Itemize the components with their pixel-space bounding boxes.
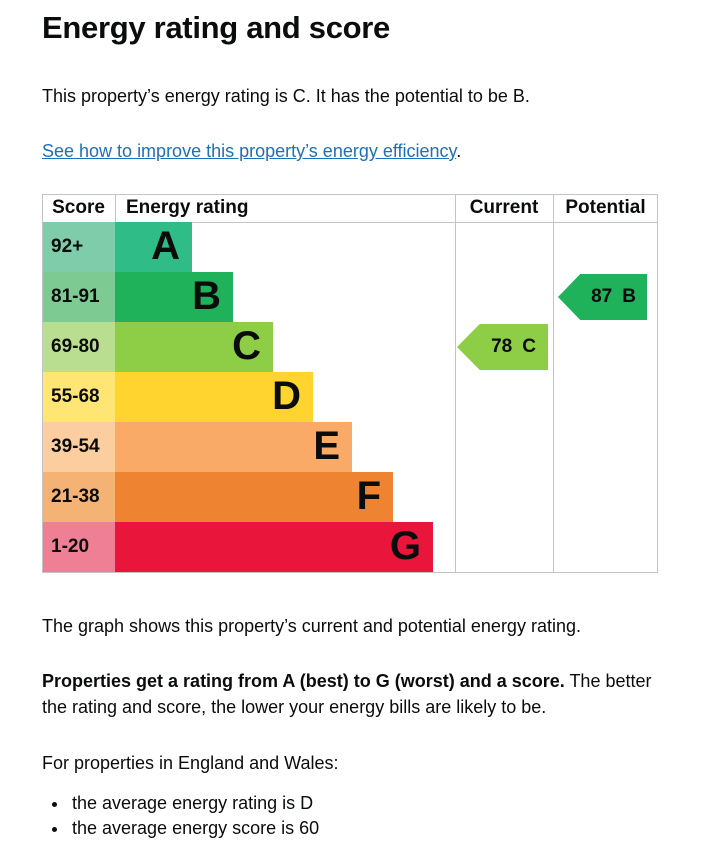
potential-rating-arrow: 87 B [558,274,647,320]
rating-bar-a: A [115,222,192,272]
energy-rating-chart: Score Energy rating Current Potential 92… [42,194,658,573]
chart-border-top [42,194,658,195]
rating-bar-e: E [115,422,352,472]
score-range-c: 69-80 [43,322,115,372]
average-stats-list: the average energy rating is D the avera… [42,791,665,841]
current-column-divider [455,194,456,573]
rating-summary-text: This property’s energy rating is C. It h… [42,86,530,106]
band-row-e: 39-54 E [42,422,658,472]
band-row-f: 21-38 F [42,472,658,522]
link-suffix: . [456,141,462,161]
list-item-average-score: the average energy score is 60 [69,816,665,841]
list-item-average-rating: the average energy rating is D [69,791,665,816]
chart-border-right [657,194,658,573]
header-row-divider [42,222,658,223]
chart-border-left [42,194,43,573]
potential-band: B [622,286,636,307]
score-range-e: 39-54 [43,422,115,472]
rating-bar-g: G [115,522,433,572]
score-range-a: 92+ [43,222,115,272]
score-range-g: 1-20 [43,522,115,572]
score-column-divider [115,194,116,222]
rating-bar-c: C [115,322,273,372]
region-heading: For properties in England and Wales: [42,753,339,773]
page: Energy rating and score This property’s … [0,0,705,841]
band-row-d: 55-68 D [42,372,658,422]
rating-explanation: Properties get a rating from A (best) to… [42,668,665,720]
chart-border-bottom [42,572,658,573]
chart-caption: The graph shows this property’s current … [42,616,581,636]
potential-column-header: Potential [565,197,646,218]
band-row-a: 92+ A [42,222,658,272]
band-row-c: 69-80 C [42,322,658,372]
band-row-g: 1-20 G [42,522,658,572]
improve-link-line: See how to improve this property’s energ… [42,139,665,164]
score-range-f: 21-38 [43,472,115,522]
band-row-b: 81-91 B [42,272,658,322]
potential-column-divider [553,194,554,573]
rating-bar-f: F [115,472,393,522]
current-column-header: Current [469,197,539,218]
rating-explanation-bold: Properties get a rating from A (best) to… [42,671,565,691]
potential-score: 87 [591,286,613,307]
score-range-d: 55-68 [43,372,115,422]
energy-rating-column-header: Energy rating [126,197,249,218]
page-title: Energy rating and score [42,10,390,45]
current-score: 78 [491,336,513,357]
rating-explanation-rest: The better the rating and score, the low… [42,671,652,717]
rating-bar-b: B [115,272,233,322]
score-range-b: 81-91 [43,272,115,322]
rating-bar-d: D [115,372,313,422]
score-column-header: Score [52,197,105,218]
current-band: C [522,336,536,357]
improve-efficiency-link[interactable]: See how to improve this property’s energ… [42,141,457,161]
